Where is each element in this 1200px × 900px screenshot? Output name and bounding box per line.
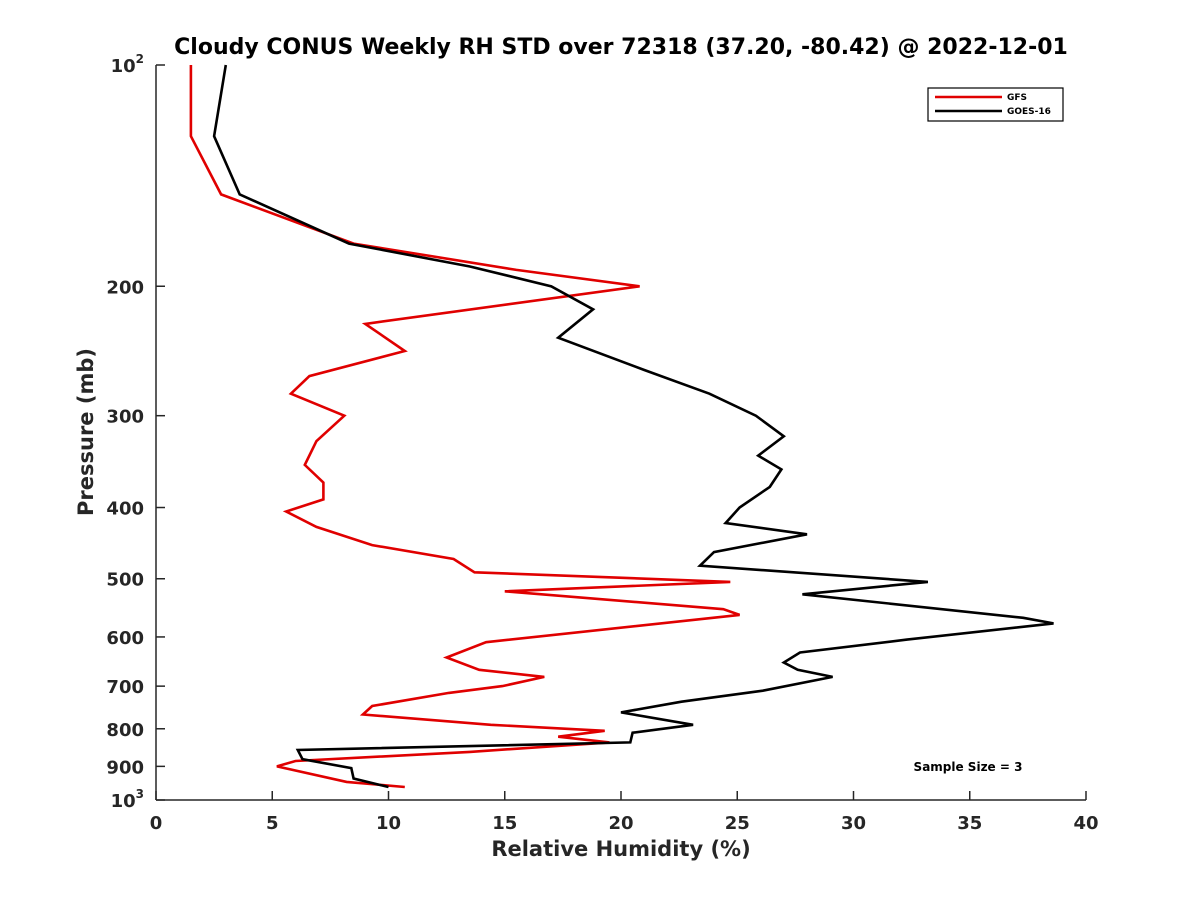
series-line-gfs: [189, 65, 741, 789]
x-tick-label: 15: [492, 813, 517, 834]
y-tick-label: 800: [106, 720, 144, 741]
x-tick-label: 0: [150, 813, 163, 834]
plot-area: 0 5 10 15 20 25 30 35 40 102 200 300 400 500 600 700 80…: [106, 52, 1098, 834]
x-tick-label: 10: [376, 813, 401, 834]
legend-label: GOES-16: [1007, 107, 1051, 117]
y-tick-label: 300: [106, 407, 144, 428]
x-axis-label: Relative Humidity (%): [491, 837, 750, 861]
y-ticks: 102 200 300 400 500 600 700 800 900 103: [106, 52, 165, 812]
y-tick-label: 700: [106, 677, 144, 698]
y-tick-label: 400: [106, 499, 144, 520]
y-tick-label: 600: [106, 628, 144, 649]
series-line-goes-16: [212, 64, 1054, 789]
y-tick-label: 103: [111, 787, 144, 812]
sample-size-annotation: Sample Size = 3: [914, 760, 1023, 774]
series-lines: [189, 64, 1054, 789]
x-tick-label: 5: [266, 813, 279, 834]
y-tick-label: 200: [106, 277, 144, 298]
y-tick-label: 102: [111, 52, 144, 77]
x-tick-label: 30: [841, 813, 866, 834]
x-tick-label: 35: [957, 813, 982, 834]
x-ticks: 0 5 10 15 20 25 30 35 40: [150, 791, 1099, 834]
legend: GFS GOES-16: [927, 87, 1064, 122]
legend-entries: GFS GOES-16: [935, 93, 1051, 117]
y-tick-label: 900: [106, 757, 144, 778]
chart-title: Cloudy CONUS Weekly RH STD over 72318 (3…: [174, 35, 1068, 60]
x-tick-label: 25: [725, 813, 750, 834]
y-axis-label: Pressure (mb): [74, 348, 98, 516]
y-tick-label: 500: [106, 570, 144, 591]
x-tick-label: 20: [608, 813, 633, 834]
legend-label: GFS: [1007, 93, 1027, 103]
x-tick-label: 40: [1073, 813, 1098, 834]
legend-box: [927, 87, 1064, 122]
